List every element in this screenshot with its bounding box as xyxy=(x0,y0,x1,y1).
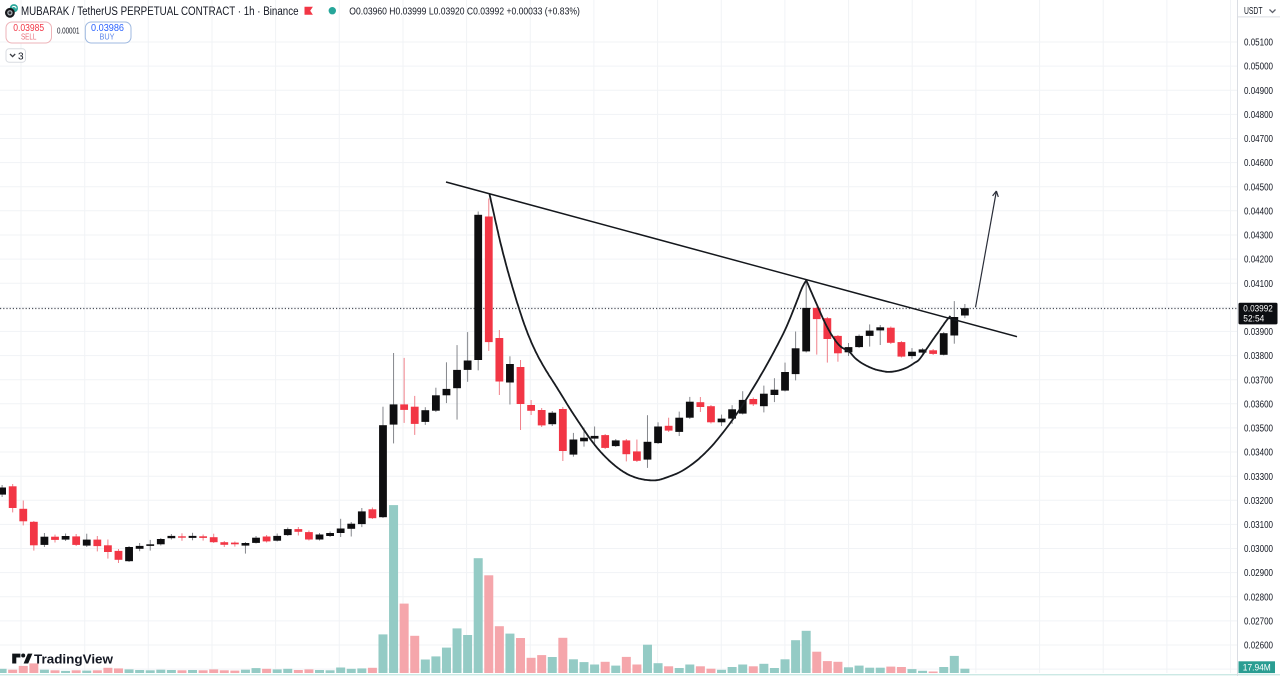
svg-text:0.04500: 0.04500 xyxy=(1244,182,1273,193)
svg-text:3: 3 xyxy=(18,51,24,62)
svg-text:0.03300: 0.03300 xyxy=(1244,472,1273,483)
svg-text:MUBARAK / TetherUS PERPETUAL C: MUBARAK / TetherUS PERPETUAL CONTRACT · … xyxy=(21,6,299,18)
svg-text:USDT: USDT xyxy=(1244,5,1263,17)
svg-text:17.94M: 17.94M xyxy=(1243,663,1271,673)
svg-text:0.04300: 0.04300 xyxy=(1244,231,1273,242)
svg-text:0.03992: 0.03992 xyxy=(1243,304,1273,315)
svg-text:52:54: 52:54 xyxy=(1243,313,1264,324)
svg-text:0.03100: 0.03100 xyxy=(1244,520,1273,531)
svg-text:0.03700: 0.03700 xyxy=(1244,375,1273,386)
svg-text:0.02800: 0.02800 xyxy=(1244,592,1273,603)
svg-text:0.05000: 0.05000 xyxy=(1244,62,1273,73)
svg-text:0.03600: 0.03600 xyxy=(1244,399,1273,410)
svg-text:0.05100: 0.05100 xyxy=(1244,38,1273,49)
svg-text:0.04200: 0.04200 xyxy=(1244,255,1273,266)
svg-text:0.03985: 0.03985 xyxy=(13,23,44,34)
svg-text:0.02700: 0.02700 xyxy=(1244,617,1273,628)
svg-text:0.04600: 0.04600 xyxy=(1244,158,1273,169)
svg-text:0.04700: 0.04700 xyxy=(1244,134,1273,145)
svg-text:0.03200: 0.03200 xyxy=(1244,496,1273,507)
svg-text:TradingView: TradingView xyxy=(34,651,114,666)
svg-text:0.03500: 0.03500 xyxy=(1244,424,1273,435)
svg-text:0.03800: 0.03800 xyxy=(1244,351,1273,362)
svg-text:0.00001: 0.00001 xyxy=(57,26,80,35)
svg-text:0.03986: 0.03986 xyxy=(91,23,125,34)
svg-text:0.04100: 0.04100 xyxy=(1244,279,1273,290)
svg-text:0.04400: 0.04400 xyxy=(1244,206,1273,217)
svg-text:0.03400: 0.03400 xyxy=(1244,448,1273,459)
svg-text:0.02900: 0.02900 xyxy=(1244,568,1273,579)
svg-text:SELL: SELL xyxy=(21,32,37,41)
svg-text:O0.03960 H0.03999 L0.03920: O0.03960 H0.03999 L0.03920 C0.03992 +0.0… xyxy=(349,6,580,18)
svg-text:0.03900: 0.03900 xyxy=(1244,327,1273,338)
svg-text:0.03000: 0.03000 xyxy=(1244,544,1273,555)
svg-text:0.04900: 0.04900 xyxy=(1244,86,1273,97)
svg-text:0.04800: 0.04800 xyxy=(1244,110,1273,121)
svg-text:0.02600: 0.02600 xyxy=(1244,641,1273,652)
svg-text:BUY: BUY xyxy=(100,32,116,41)
